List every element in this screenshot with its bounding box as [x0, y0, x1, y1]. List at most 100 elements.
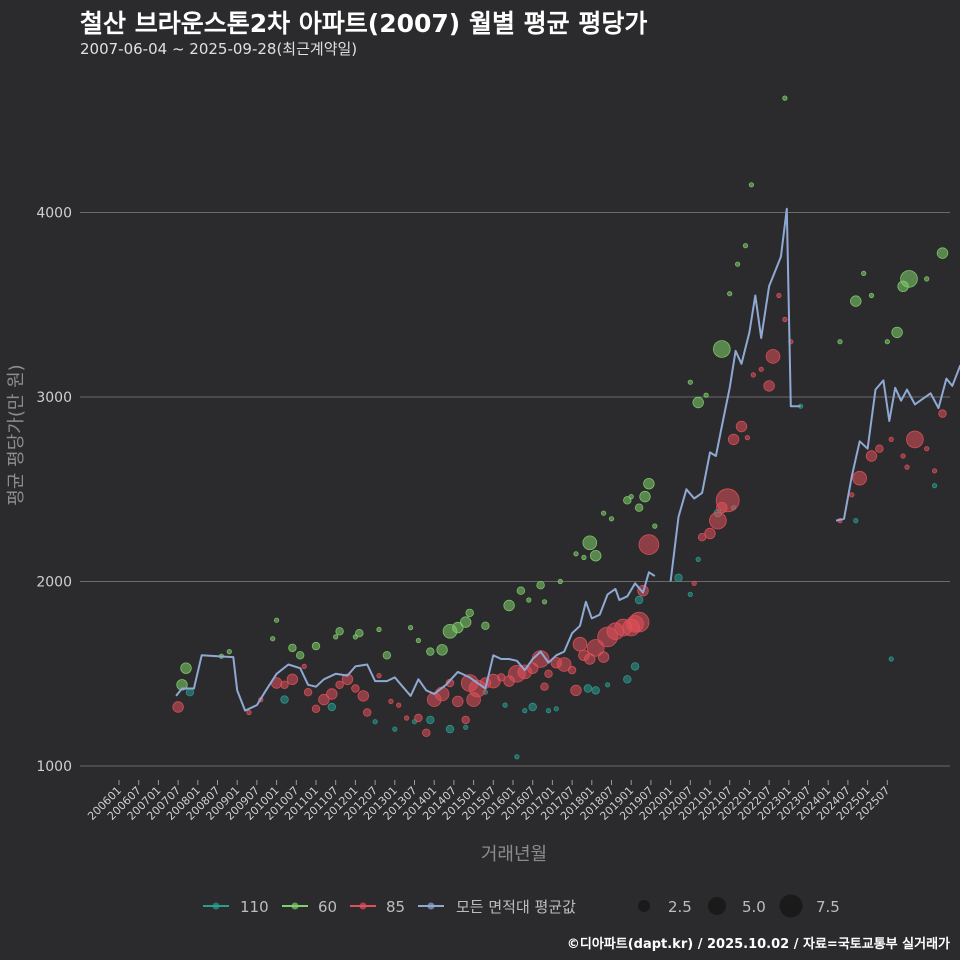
point-60	[503, 599, 515, 612]
point-60	[590, 550, 602, 562]
point-110	[583, 684, 593, 693]
point-60	[335, 627, 344, 636]
point-85	[924, 446, 930, 452]
point-60	[712, 340, 731, 358]
point-60	[226, 648, 232, 655]
y-tick-label: 3000	[36, 390, 72, 406]
chart-subtitle: 2007-06-04 ~ 2025-09-28(최근계약일)	[80, 40, 358, 58]
point-85	[540, 682, 549, 691]
point-110	[888, 656, 894, 662]
credit-text: ©디아파트(dapt.kr) / 2025.10.02 / 자료=국토교통부 실…	[566, 937, 950, 952]
legend-label: 모든 면적대 평균값	[456, 898, 576, 916]
point-60	[407, 624, 414, 631]
point-60	[703, 392, 709, 398]
axis-layer: 1000200030004000200601200607200701200707…	[36, 206, 892, 823]
point-60	[355, 629, 364, 638]
point-85	[452, 695, 464, 708]
point-110	[674, 573, 683, 582]
point-110	[502, 702, 508, 708]
point-85	[363, 708, 372, 717]
point-110	[372, 719, 378, 725]
point-85	[388, 698, 394, 705]
point-85	[750, 372, 756, 378]
point-60	[692, 396, 704, 409]
point-85	[888, 436, 894, 442]
point-85	[303, 688, 313, 697]
point-110	[445, 724, 455, 734]
point-60	[628, 493, 634, 500]
point-85	[461, 715, 470, 725]
point-110	[623, 675, 632, 684]
point-60	[884, 339, 890, 345]
point-60	[526, 597, 532, 603]
point-60	[623, 496, 632, 505]
point-60	[288, 643, 297, 653]
y-tick-label: 2000	[36, 575, 72, 591]
point-110	[853, 517, 859, 524]
y-tick-label: 1000	[36, 759, 72, 775]
point-110	[327, 702, 336, 712]
point-60	[734, 261, 741, 267]
point-110	[514, 754, 520, 760]
point-85	[704, 527, 716, 540]
point-60	[634, 503, 644, 512]
point-85	[246, 709, 252, 716]
point-60	[311, 641, 321, 651]
point-85	[341, 673, 354, 686]
average-line-segment	[835, 364, 960, 522]
y-tick-label: 4000	[36, 206, 72, 222]
point-60	[643, 478, 655, 490]
point-60	[891, 326, 903, 339]
point-60	[382, 651, 392, 660]
point-60	[936, 247, 949, 259]
chart-title: 철산 브라운스톤2차 아파트(2007) 월별 평균 평당가	[80, 9, 648, 38]
point-85	[567, 665, 577, 675]
point-85	[931, 468, 938, 474]
point-85	[638, 534, 660, 555]
point-60	[582, 535, 598, 551]
point-60	[452, 621, 464, 634]
point-85	[875, 444, 884, 453]
legend-marker	[359, 902, 367, 910]
point-60	[727, 291, 733, 297]
point-85	[414, 713, 423, 723]
size-legend-label: 7.5	[816, 898, 840, 916]
point-85	[301, 663, 307, 670]
point-60	[687, 379, 693, 385]
point-85	[852, 470, 867, 486]
legend-label: 85	[386, 898, 405, 916]
point-110	[553, 706, 559, 712]
point-85	[938, 409, 947, 418]
point-85	[906, 430, 924, 449]
size-legend-label: 2.5	[668, 898, 692, 916]
point-60	[837, 339, 843, 345]
average-line-segment	[175, 571, 656, 712]
point-60	[481, 621, 490, 630]
point-85	[715, 488, 740, 513]
point-85	[709, 511, 727, 530]
point-110	[426, 715, 435, 725]
point-85	[782, 316, 788, 323]
size-legend-label: 5.0	[742, 898, 766, 916]
point-60	[415, 637, 421, 644]
point-85	[351, 684, 360, 693]
point-85	[572, 636, 588, 652]
point-60	[516, 586, 526, 595]
point-85	[691, 580, 697, 586]
point-85	[172, 701, 184, 713]
size-legend-marker	[708, 897, 726, 915]
point-110	[604, 682, 611, 688]
point-85	[776, 292, 782, 299]
point-85	[735, 420, 748, 433]
point-60	[296, 651, 305, 660]
point-60	[436, 644, 448, 656]
point-85	[865, 450, 878, 462]
point-85	[849, 492, 855, 498]
point-60	[600, 510, 607, 516]
point-85	[434, 686, 450, 702]
point-85	[376, 672, 382, 679]
point-85	[422, 728, 431, 737]
point-110	[630, 662, 640, 671]
point-60	[270, 636, 276, 642]
